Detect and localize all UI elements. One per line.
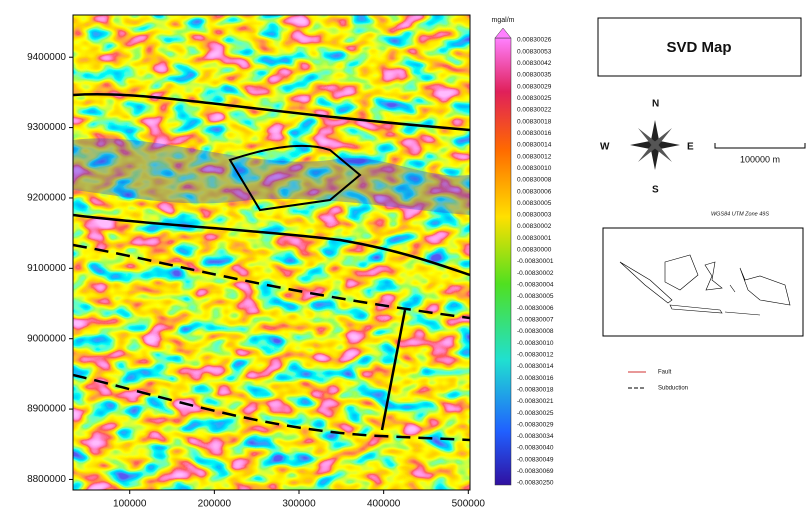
- colorbar-label: 0.00830002: [517, 223, 552, 230]
- compass-n: N: [652, 99, 659, 110]
- colorbar-label: -0.00830069: [517, 468, 554, 475]
- colorbar-label: 0.00830022: [517, 107, 552, 114]
- colorbar-label: -0.00830250: [517, 480, 554, 487]
- colorbar-label: -0.00830025: [517, 410, 554, 417]
- colorbar-label: -0.00830018: [517, 386, 554, 393]
- colorbar-label: -0.00830002: [517, 270, 554, 277]
- colorbar-label: 0.00830042: [517, 60, 552, 67]
- y-tick-label: 9000000: [27, 333, 66, 344]
- colorbar-label: 0.00830018: [517, 118, 552, 125]
- colorbar-arrow: [495, 28, 511, 38]
- colorbar-label: -0.00830016: [517, 375, 554, 382]
- colorbar-label: -0.00830010: [517, 340, 554, 347]
- colorbar-label: 0.00830008: [517, 177, 552, 184]
- colorbar-label: 0.00830005: [517, 200, 552, 207]
- y-tick-label: 8900000: [27, 404, 66, 415]
- x-tick-label: 400000: [367, 499, 401, 510]
- colorbar-label: -0.00830021: [517, 398, 554, 405]
- colorbar-label: 0.00830010: [517, 165, 552, 172]
- colorbar-label: 0.00830016: [517, 130, 552, 137]
- colorbar-labels: 0.00830026 0.00830053 0.00830042 0.00830035…: [517, 37, 554, 487]
- y-tick-label: 8800000: [27, 474, 66, 485]
- map-page: 9400000 9300000 9200000 9100000 9000000 89000…: [0, 0, 812, 518]
- colorbar-label: -0.00830014: [517, 363, 554, 370]
- colorbar-label: -0.00830001: [517, 258, 554, 265]
- colorbar-label: 0.00830006: [517, 188, 552, 195]
- colorbar-label: -0.00830049: [517, 456, 554, 463]
- colorbar-label: 0.00830053: [517, 48, 552, 55]
- y-tick-label: 9100000: [27, 263, 66, 274]
- colorbar-label: -0.00830004: [517, 282, 554, 289]
- legend-label: Fault: [658, 370, 672, 376]
- colorbar-label: 0.00830001: [517, 235, 552, 242]
- compass: N E S W: [600, 99, 694, 196]
- colorbar-label: 0.00830029: [517, 83, 552, 90]
- colorbar-label: 0.00830026: [517, 37, 552, 44]
- compass-s: S: [652, 185, 659, 196]
- colorbar-label: -0.00830005: [517, 293, 554, 300]
- colorbar-label: 0.00830035: [517, 72, 552, 79]
- scale-bar: [715, 143, 805, 148]
- projection: WGS84 UTM Zone 49S: [711, 211, 769, 217]
- colorbar-label: -0.00830040: [517, 445, 554, 452]
- y-tick-label: 9200000: [27, 193, 66, 204]
- colorbar-label: -0.00830012: [517, 351, 554, 358]
- y-tick-label: 9400000: [27, 52, 66, 63]
- colorbar-label: 0.00830014: [517, 142, 552, 149]
- compass-e: E: [687, 142, 694, 153]
- legend-label: Subduction: [658, 386, 688, 392]
- scale-label: 100000 m: [740, 154, 780, 164]
- colorbar-label: 0.00830003: [517, 212, 552, 219]
- compass-w: W: [600, 142, 610, 153]
- colorbar-label: -0.00830034: [517, 433, 554, 440]
- colorbar-label: -0.00830029: [517, 421, 554, 428]
- title: SVD Map: [666, 39, 731, 56]
- x-tick-label: 100000: [113, 499, 147, 510]
- unit: mgal/m: [492, 17, 515, 24]
- x-tick-label: 200000: [198, 499, 232, 510]
- x-tick-label: 300000: [282, 499, 316, 510]
- colorbar-label: 0.00830000: [517, 247, 552, 254]
- anomaly-raster: [73, 15, 470, 490]
- colorbar-label: 0.00830025: [517, 95, 552, 102]
- y-tick-label: 9300000: [27, 122, 66, 133]
- colorbar-label: -0.00830007: [517, 317, 554, 324]
- colorbar-label: 0.00830012: [517, 153, 552, 160]
- x-tick-label: 500000: [452, 499, 486, 510]
- colorbar-label: -0.00830008: [517, 328, 554, 335]
- colorbar: [495, 38, 511, 485]
- inset-map: [603, 228, 803, 336]
- colorbar-label: -0.00830006: [517, 305, 554, 312]
